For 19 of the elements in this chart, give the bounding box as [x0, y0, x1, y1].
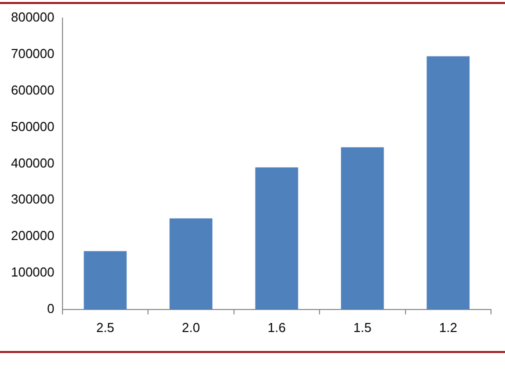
y-tick-label: 700000: [10, 46, 54, 62]
bar: [255, 167, 298, 310]
y-tick-label: 300000: [10, 192, 54, 207]
y-tick-label: 400000: [10, 155, 54, 170]
x-tick-label: 2.5: [96, 320, 114, 335]
x-tick-label: 1.5: [353, 320, 372, 335]
bar: [170, 218, 212, 310]
x-tick-label: 2.0: [182, 320, 200, 335]
y-tick-label: 800000: [10, 10, 54, 25]
y-tick-label: 100000: [10, 264, 54, 280]
y-tick-label: 200000: [10, 228, 54, 244]
bar: [426, 56, 470, 310]
y-tick-label: 600000: [10, 82, 54, 98]
y-tick-label: 500000: [10, 118, 54, 134]
x-tick-label: 1.6: [268, 320, 286, 335]
bar: [340, 147, 384, 310]
x-tick-label: 1.2: [439, 320, 458, 335]
bar: [84, 251, 127, 310]
y-tick-label: 0: [47, 300, 54, 316]
